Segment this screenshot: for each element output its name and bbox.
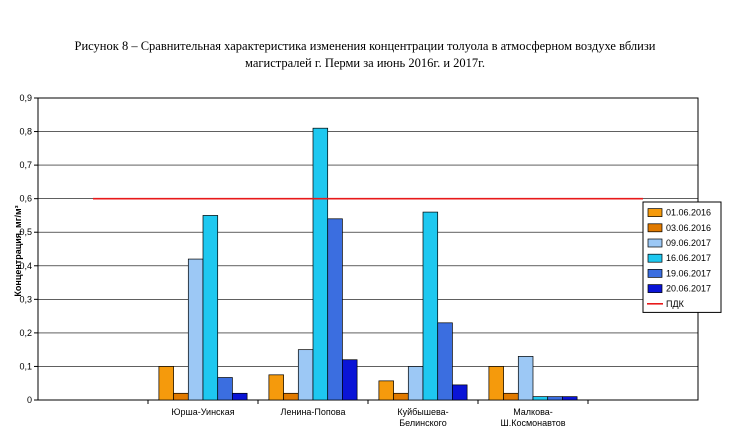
bar <box>268 374 284 401</box>
y-tick-label: 0,2 <box>19 328 32 338</box>
bar <box>532 396 549 401</box>
bar <box>437 322 453 401</box>
legend-label: 19.06.2017 <box>666 268 711 278</box>
y-tick-label: 0,4 <box>19 261 32 271</box>
caption-line-2: магистралей г. Перми за июнь 2016г. и 20… <box>245 56 485 70</box>
bar <box>503 392 519 401</box>
bar <box>173 392 189 401</box>
x-category-label: Малкова- <box>513 407 553 417</box>
legend-label: 16.06.2017 <box>666 253 711 263</box>
bar <box>202 215 219 401</box>
y-tick-label: 0 <box>27 395 32 405</box>
legend-swatch <box>647 223 663 233</box>
plot-area: 0 0,1 0,2 0,3 0,4 0,5 0,6 0,7 0,8 0,9 Концентрация… <box>13 93 699 428</box>
x-category-label: Юрша-Уинская <box>171 407 234 417</box>
figure-caption: Рисунок 8 – Сравнительная характеристика… <box>0 38 730 72</box>
y-axis-label: Концентрация, мг/м³ <box>13 205 23 296</box>
legend-label: 20.06.2017 <box>666 284 711 294</box>
y-tick-label: 0,8 <box>19 127 32 137</box>
bar <box>488 366 504 401</box>
bar <box>217 377 233 401</box>
y-tick-label: 0,9 <box>19 93 32 103</box>
bar <box>158 366 174 401</box>
y-tick-label: 0,7 <box>19 160 32 170</box>
caption-line-1: Рисунок 8 – Сравнительная характеристика… <box>74 39 656 53</box>
bar <box>407 366 424 401</box>
bar <box>378 380 394 401</box>
x-category-label: Куйбышева- <box>397 407 448 417</box>
bar <box>393 392 409 401</box>
x-category-label: Ш.Космонавтов <box>500 418 565 428</box>
y-tick-label: 0,6 <box>19 194 32 204</box>
y-tick-label: 0,3 <box>19 294 32 304</box>
bar <box>547 396 563 401</box>
bar <box>283 392 299 401</box>
legend-swatch <box>647 238 663 248</box>
bar <box>187 258 204 401</box>
bar <box>312 127 329 401</box>
bar <box>232 392 248 401</box>
legend-swatch <box>647 284 663 293</box>
bar <box>517 356 534 401</box>
legend-label: 09.06.2017 <box>666 238 711 248</box>
legend-label: ПДК <box>666 299 685 309</box>
bar <box>452 384 468 401</box>
bar <box>327 218 343 401</box>
legend-label: 01.06.2016 <box>666 208 711 218</box>
chart-legend: 01.06.2016 03.06.2016 09.06.2017 16.06.2017… <box>642 201 722 313</box>
bar <box>297 349 314 401</box>
y-tick-label: 0,1 <box>19 361 32 371</box>
legend-swatch <box>647 208 663 217</box>
bar <box>422 211 439 401</box>
bar <box>342 359 358 401</box>
x-category-label: Белинского <box>399 418 447 428</box>
legend-swatch <box>647 269 663 278</box>
bar <box>562 396 578 401</box>
legend-swatch <box>647 253 663 263</box>
plot-frame <box>37 97 699 401</box>
x-category-label: Ленина-Попова <box>281 407 346 417</box>
y-tick-label: 0,5 <box>19 227 32 237</box>
legend-label: 03.06.2016 <box>666 223 711 233</box>
